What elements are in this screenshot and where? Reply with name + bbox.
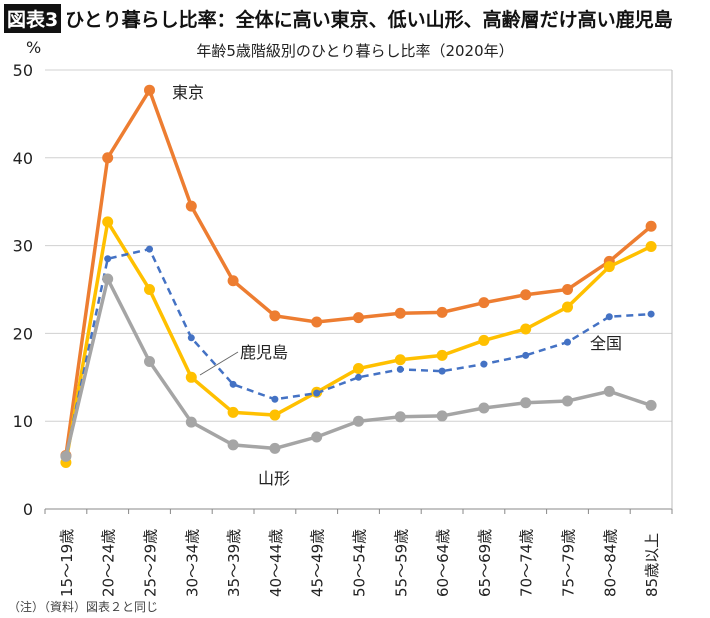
x-tick-label: 45～49歳 (309, 529, 327, 597)
data-point (603, 261, 615, 273)
data-point (269, 442, 281, 454)
data-point (520, 289, 532, 301)
data-point (102, 152, 114, 164)
x-tick-label: 70～74歳 (518, 529, 536, 597)
data-point (522, 351, 530, 359)
data-point (394, 307, 406, 319)
x-tick-label: 35～39歳 (225, 529, 243, 597)
data-point (144, 284, 155, 295)
leader-line (199, 351, 239, 376)
data-point (520, 397, 532, 409)
figure-badge: 図表3 (4, 4, 62, 33)
data-point (436, 410, 448, 422)
x-tick-label: 85歳以上 (643, 533, 661, 597)
data-point (311, 431, 323, 443)
x-tick-label: 80～84歳 (601, 529, 619, 597)
data-point (645, 220, 657, 232)
y-tick-label: 20 (13, 324, 33, 343)
figure-headline: ひとり暮らし比率：全体に高い東京、低い山形、高齢層だけ高い鹿児島 (65, 9, 673, 31)
data-point (146, 245, 153, 253)
x-tick-label: 60～64歳 (434, 529, 452, 597)
series-label: 山形 (258, 469, 290, 488)
data-point (562, 284, 573, 295)
data-point (478, 402, 490, 414)
chart-title: 年齢5歳階級別のひとり暮らし比率（2020年） (196, 42, 514, 60)
data-point (564, 338, 571, 346)
data-point (645, 399, 657, 411)
y-tick-label: 10 (13, 412, 33, 431)
x-tick-label: 75～79歳 (560, 529, 578, 597)
data-point (605, 313, 613, 321)
source-note: （注）（資料）図表２と同じ (8, 600, 159, 614)
series-label: 鹿児島 (240, 343, 288, 362)
data-point (187, 334, 195, 342)
data-point (353, 312, 364, 324)
data-point (353, 363, 364, 375)
data-point (645, 240, 657, 252)
data-point (60, 450, 72, 462)
y-tick-label: 50 (13, 61, 33, 80)
y-tick-label: 40 (13, 149, 33, 168)
x-tick-label: 15～19歳 (58, 529, 76, 597)
data-point (436, 306, 448, 318)
data-point (353, 415, 364, 427)
data-point (562, 301, 573, 313)
data-point (227, 406, 239, 418)
data-point (478, 297, 490, 309)
data-point (269, 310, 281, 322)
data-point (520, 323, 532, 335)
data-point (438, 367, 446, 375)
data-point (102, 273, 114, 285)
y-tick-label: 30 (13, 237, 33, 256)
data-point (227, 439, 239, 451)
data-point (480, 360, 488, 368)
series-label: 東京 (172, 83, 204, 102)
x-tick-label: 55～59歳 (392, 529, 410, 597)
data-point (603, 385, 615, 397)
data-point (144, 84, 155, 96)
data-point (185, 371, 197, 383)
x-tick-label: 40～44歳 (267, 529, 285, 597)
series-line-2 (64, 247, 652, 457)
figure-title: 図表3 ひとり暮らし比率：全体に高い東京、低い山形、高齢層だけ高い鹿児島 (4, 4, 673, 33)
data-point (313, 389, 321, 397)
data-point (269, 409, 281, 421)
data-point (394, 354, 406, 366)
data-point (185, 416, 197, 428)
data-point (478, 334, 490, 346)
x-tick-label: 20～24歳 (100, 529, 118, 597)
data-point (102, 216, 114, 228)
data-point (104, 255, 112, 263)
data-point (311, 316, 323, 328)
data-point (227, 275, 239, 287)
data-point (229, 380, 237, 388)
data-point (562, 395, 573, 407)
data-point (271, 395, 279, 403)
y-tick-label: 0 (23, 500, 33, 519)
x-tick-label: 30～34歳 (183, 529, 201, 597)
data-point (144, 355, 155, 367)
y-axis-unit: % (26, 38, 42, 57)
data-point (394, 411, 406, 423)
x-tick-label: 25～29歳 (142, 529, 160, 597)
data-point (647, 310, 655, 318)
data-point (396, 365, 404, 373)
x-tick-label: 50～54歳 (351, 529, 369, 597)
data-point (355, 373, 362, 381)
x-tick-label: 65～69歳 (476, 529, 494, 597)
data-point (185, 200, 197, 212)
data-point (436, 349, 448, 361)
series-label: 全国 (590, 334, 622, 353)
